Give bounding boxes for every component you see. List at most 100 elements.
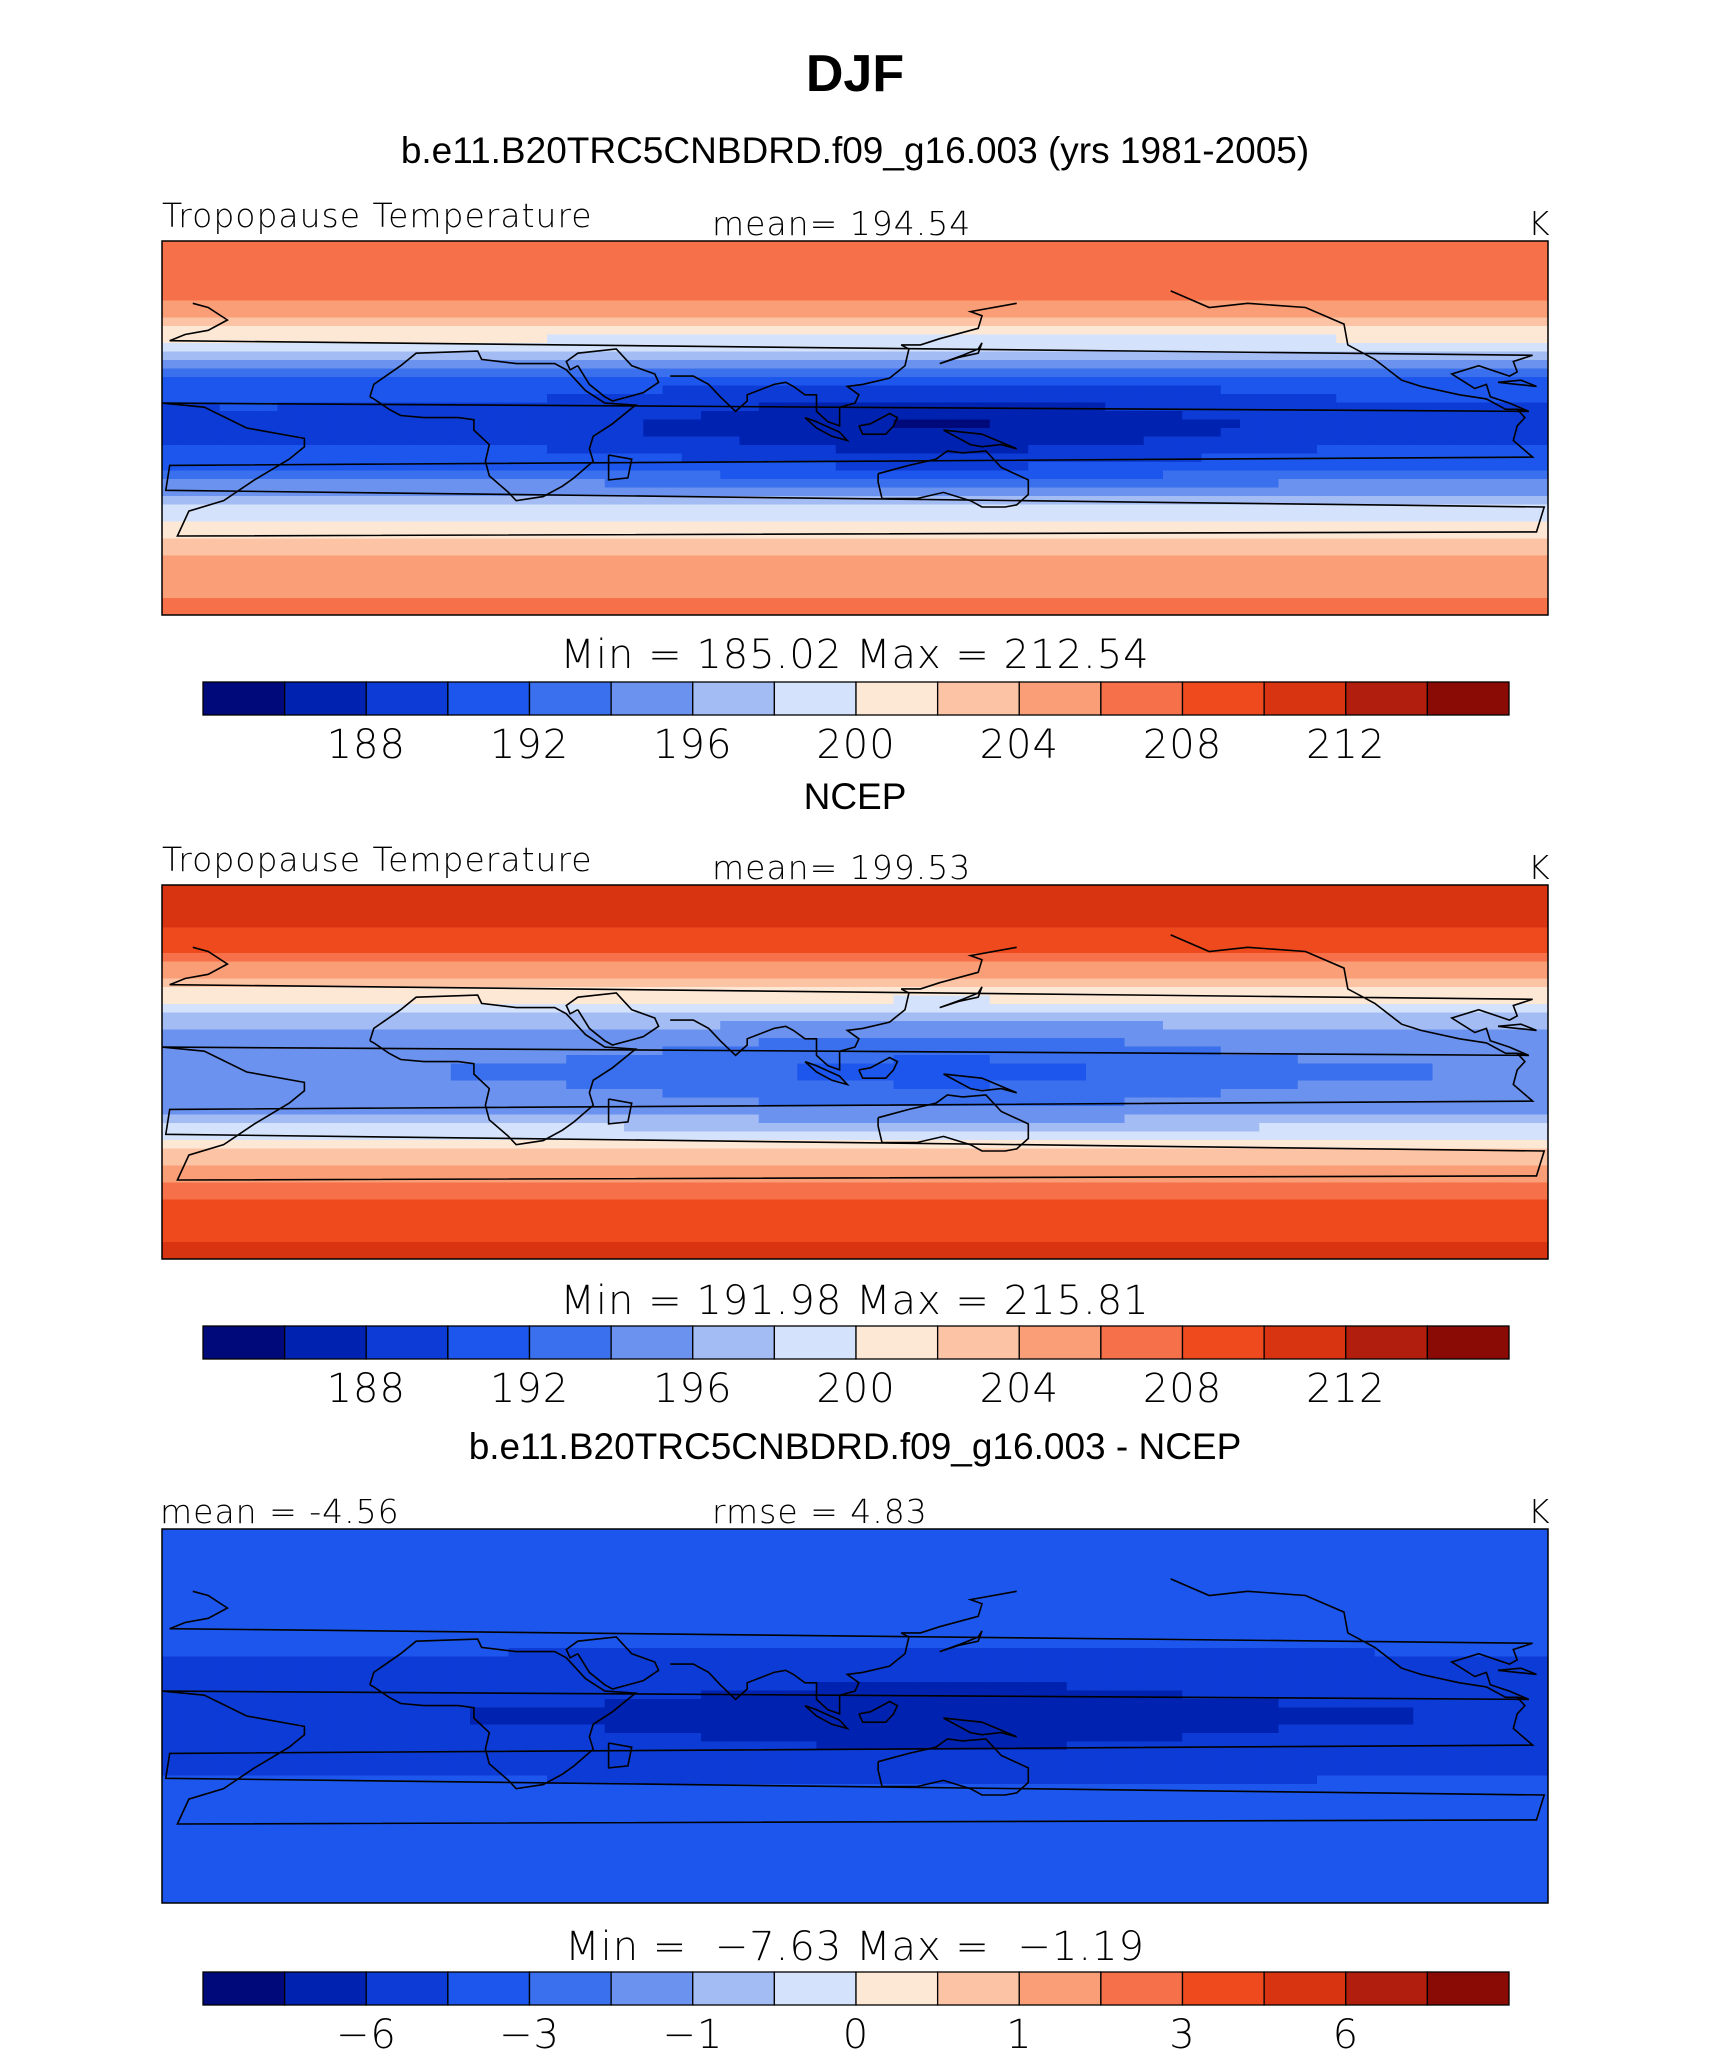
field-cell (912, 394, 933, 404)
field-cell (1105, 893, 1126, 903)
field-cell (624, 1089, 644, 1099)
field-cell (1066, 487, 1087, 497)
field-cell (970, 462, 991, 472)
field-cell (1009, 953, 1029, 963)
field-cell (1451, 1072, 1472, 1082)
field-cell (162, 995, 182, 1005)
field-cell (1394, 275, 1414, 285)
field-cell (739, 893, 760, 903)
field-cell (1240, 445, 1260, 455)
field-cell (720, 513, 741, 523)
field-cell (624, 555, 644, 565)
field-cell (470, 394, 490, 404)
field-cell (701, 521, 721, 531)
field-cell (431, 445, 452, 455)
field-cell (412, 970, 433, 980)
field-cell (912, 360, 933, 370)
field-cell (1124, 275, 1145, 285)
field-cell (1105, 436, 1126, 446)
field-cell (624, 241, 644, 251)
field-cell (566, 944, 587, 954)
field-cell (1124, 606, 1145, 615)
field-cell (720, 1089, 741, 1099)
field-cell (162, 368, 182, 378)
field-cell (354, 513, 375, 523)
field-cell (1182, 377, 1203, 387)
colorbar-swatch (1181, 681, 1265, 716)
field-cell (893, 961, 914, 971)
field-cell (489, 326, 510, 336)
field-cell (1009, 462, 1029, 472)
field-cell (547, 1038, 567, 1048)
field-cell (566, 1080, 587, 1090)
field-cell (393, 1089, 413, 1099)
field-cell (739, 547, 760, 557)
field-cell (970, 504, 991, 514)
field-cell (855, 496, 875, 506)
field-cell (1394, 326, 1414, 336)
field-cell (239, 953, 259, 963)
field-cell (701, 970, 721, 980)
field-cell (431, 309, 452, 319)
field-cell (701, 326, 721, 336)
field-cell (758, 241, 779, 251)
field-cell (200, 479, 221, 489)
field-cell (604, 309, 625, 319)
field-cell (1355, 258, 1376, 268)
field-cell (239, 309, 259, 319)
field-cell (797, 504, 818, 514)
field-cell (1355, 1029, 1376, 1039)
field-cell (1432, 944, 1453, 954)
field-cell (162, 530, 182, 540)
field-cell (489, 258, 510, 268)
field-cell (1432, 1004, 1453, 1014)
field-cell (470, 589, 490, 599)
field-cell (470, 902, 490, 912)
field-cell (893, 970, 914, 980)
field-cell (1163, 292, 1183, 302)
field-cell (1297, 1046, 1318, 1056)
field-cell (547, 919, 567, 929)
field-cell (662, 961, 683, 971)
field-cell (1278, 258, 1299, 268)
field-cell (720, 902, 741, 912)
field-cell (778, 368, 798, 378)
field-cell (1355, 555, 1376, 565)
field-cell (354, 436, 375, 446)
field-cell (1278, 953, 1299, 963)
field-cell (1355, 978, 1376, 988)
field-cell (855, 1012, 875, 1022)
field-cell (585, 428, 606, 438)
field-cell (1105, 555, 1126, 565)
field-cell (874, 555, 895, 565)
field-cell (624, 436, 644, 446)
field-cell (720, 589, 741, 599)
field-cell (354, 241, 375, 251)
field-cell (450, 1089, 471, 1099)
field-cell (1201, 995, 1222, 1005)
field-cell (1105, 487, 1126, 497)
field-cell (1086, 1080, 1106, 1090)
field-cell (1105, 589, 1126, 599)
field-cell (874, 470, 895, 480)
field-cell (912, 1055, 933, 1065)
field-cell (316, 241, 336, 251)
field-cell (200, 919, 221, 929)
field-cell (874, 419, 895, 429)
field-cell (855, 902, 875, 912)
field-cell (585, 283, 606, 293)
field-cell (296, 258, 317, 268)
field-cell (354, 598, 375, 608)
field-cell (200, 504, 221, 514)
field-cell (373, 598, 394, 608)
field-cell (412, 572, 433, 582)
field-cell (932, 953, 952, 963)
field-cell (1490, 479, 1511, 489)
field-cell (547, 953, 567, 963)
field-cell (1490, 411, 1511, 421)
field-cell (816, 249, 837, 259)
field-cell (1220, 487, 1241, 497)
field-cell (1066, 538, 1087, 548)
field-cell (1143, 606, 1164, 615)
field-cell (258, 961, 279, 971)
